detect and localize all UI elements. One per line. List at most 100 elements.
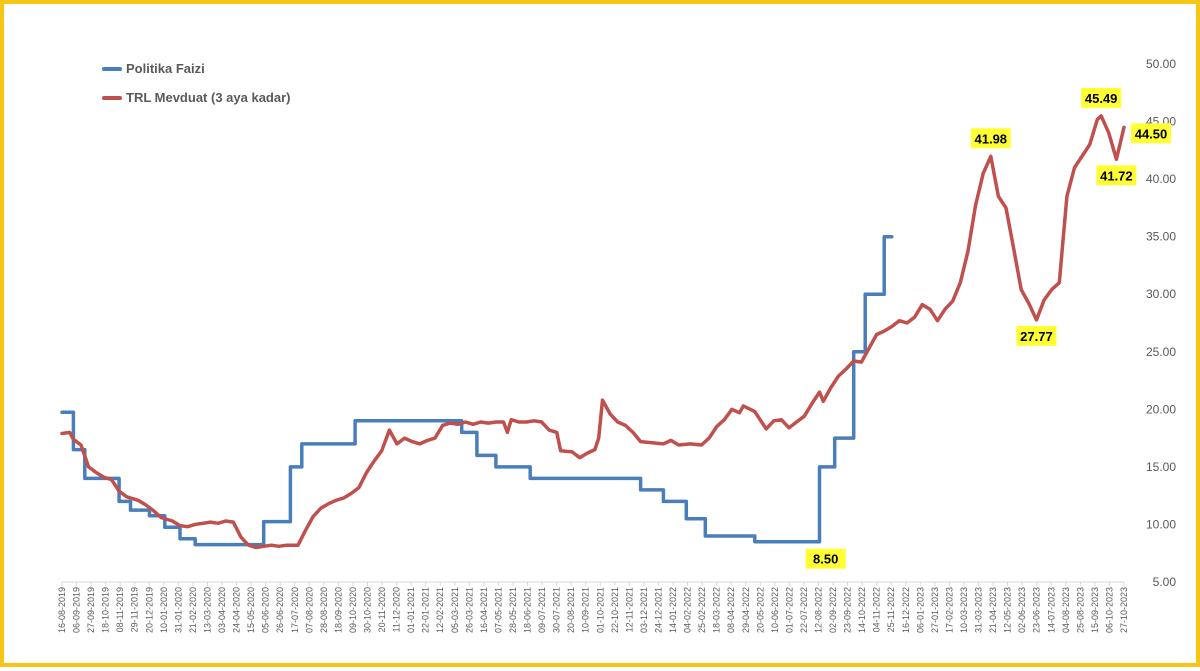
x-tick-label: 06-10-2023 — [1104, 587, 1114, 633]
x-tick-label: 18-03-2022 — [712, 587, 722, 633]
x-tick-label: 25-08-2023 — [1075, 587, 1085, 633]
x-tick-label: 08-11-2019 — [115, 587, 125, 632]
x-tick-label: 18-06-2021 — [523, 587, 533, 633]
x-tick-label: 21-04-2023 — [988, 587, 998, 633]
y-tick-label: 50.00 — [1146, 57, 1176, 71]
x-tick-label: 01-01-2021 — [406, 587, 416, 633]
line-chart: 5.00 10.00 15.00 20.00 25.00 30.00 35.00 40.00 4… — [57, 57, 1177, 633]
x-tick-label: 14-07-2023 — [1046, 587, 1056, 633]
legend-label-politika-faizi: Politika Faizi — [126, 61, 205, 76]
x-tick-label: 31-03-2023 — [974, 587, 984, 633]
y-tick-label: 5.00 — [1153, 575, 1177, 589]
x-tick-label: 10-06-2022 — [770, 587, 780, 633]
y-tick-label: 30.00 — [1146, 287, 1176, 301]
x-tick-label: 21-02-2020 — [188, 587, 198, 633]
x-tick-label: 22-10-2021 — [610, 587, 620, 633]
x-tick-label: 28-05-2021 — [508, 587, 518, 633]
y-tick-label: 40.00 — [1146, 172, 1176, 186]
x-tick-label: 30-07-2021 — [552, 587, 562, 633]
legend-swatch-politika-faizi — [102, 66, 122, 71]
x-tick-label: 26-06-2020 — [275, 587, 285, 633]
x-tick-label: 28-08-2020 — [319, 587, 329, 633]
x-tick-label: 16-04-2021 — [479, 587, 489, 633]
x-tick-label: 03-04-2020 — [217, 587, 227, 633]
data-label: 44.50 — [1135, 126, 1168, 141]
x-tick-label: 03-12-2021 — [639, 587, 649, 633]
x-tick-label: 07-05-2021 — [493, 587, 503, 633]
y-tick-label: 15.00 — [1146, 460, 1176, 474]
x-tick-label: 14-10-2022 — [857, 587, 867, 633]
data-label-box — [1081, 87, 1122, 108]
x-tick-label: 12-02-2021 — [435, 587, 445, 633]
data-label-box — [1016, 325, 1057, 346]
x-tick-label: 06-09-2019 — [72, 587, 82, 633]
x-tick-label: 07-08-2020 — [304, 587, 314, 633]
data-label: 45.49 — [1085, 91, 1118, 106]
x-tick-label: 02-09-2022 — [828, 587, 838, 633]
x-tick-label: 20-11-2020 — [377, 587, 387, 632]
y-tick-label: 25.00 — [1146, 345, 1176, 359]
data-label: 41.72 — [1100, 168, 1133, 183]
x-tick-label: 10-03-2023 — [959, 587, 969, 633]
x-tick-label: 18-10-2019 — [101, 587, 111, 633]
x-tick-label: 30-10-2020 — [363, 587, 373, 633]
x-tick-label: 12-05-2023 — [1003, 587, 1013, 633]
x-tick-label: 22-01-2021 — [421, 587, 431, 633]
x-tick-label: 04-11-2022 — [872, 587, 882, 632]
x-tick-label: 11-12-2020 — [392, 587, 402, 632]
x-tick-label: 20-12-2019 — [144, 587, 154, 633]
legend-label-trl-mevduat: TRL Mevduat (3 aya kadar) — [126, 90, 291, 105]
x-tick-label: 15-05-2020 — [246, 587, 256, 633]
x-tick-label: 10-01-2020 — [159, 587, 169, 633]
x-tick-label: 14-01-2022 — [668, 587, 678, 633]
legend-swatch-trl-mevduat — [102, 95, 122, 100]
data-label-box — [970, 128, 1011, 149]
x-tick-label: 16-08-2019 — [57, 587, 67, 633]
x-tick-label: 26-03-2021 — [464, 587, 474, 633]
x-tick-label: 20-05-2022 — [755, 587, 765, 633]
x-tick-label: 23-09-2022 — [843, 587, 853, 633]
x-tick-label: 29-04-2022 — [741, 587, 751, 633]
x-tick-label: 29-11-2019 — [130, 587, 140, 632]
x-tick-label: 17-07-2020 — [290, 587, 300, 633]
x-tick-label: 12-11-2021 — [624, 587, 634, 632]
series-line-trl-mevduat — [60, 114, 1126, 550]
x-tick-label: 31-01-2020 — [173, 587, 183, 633]
x-tick-label: 10-09-2021 — [581, 587, 591, 633]
x-tick-label: 04-08-2023 — [1061, 587, 1071, 633]
series-line-politika-faizi — [60, 234, 894, 547]
legend-item-trl-mevduat: TRL Mevduat (3 aya kadar) — [102, 83, 290, 112]
x-tick-label: 05-06-2020 — [261, 587, 271, 633]
x-tick-label: 08-04-2022 — [726, 587, 736, 633]
data-label-box — [1131, 123, 1171, 144]
y-tick-label: 20.00 — [1146, 402, 1176, 416]
x-tick-label: 25-02-2022 — [697, 587, 707, 633]
x-tick-label: 16-12-2022 — [901, 587, 911, 633]
x-tick-label: 13-03-2020 — [202, 587, 212, 633]
x-tick-label: 15-09-2023 — [1090, 587, 1100, 633]
x-tick-label: 09-07-2021 — [537, 587, 547, 633]
x-tick-label: 06-01-2023 — [915, 587, 925, 633]
data-label-box — [805, 548, 846, 569]
x-tick-label: 04-02-2022 — [683, 587, 693, 633]
x-tick-label: 01-07-2022 — [784, 587, 794, 633]
x-tick-label: 17-02-2023 — [944, 587, 954, 633]
x-tick-label: 24-12-2021 — [653, 587, 663, 633]
x-tick-label: 25-11-2022 — [886, 587, 896, 632]
data-label: 27.77 — [1020, 329, 1053, 344]
x-tick-label: 27-09-2019 — [86, 587, 96, 633]
x-tick-label: 23-06-2023 — [1032, 587, 1042, 633]
x-tick-label: 12-08-2022 — [813, 587, 823, 633]
x-tick-label: 02-06-2023 — [1017, 587, 1027, 633]
data-label: 8.50 — [813, 552, 838, 567]
x-tick-label: 20-08-2021 — [566, 587, 576, 633]
y-tick-label: 10.00 — [1146, 517, 1176, 531]
x-tick-label: 09-10-2020 — [348, 587, 358, 633]
x-tick-label: 22-07-2022 — [799, 587, 809, 633]
data-label-box — [1096, 165, 1137, 186]
data-label: 41.98 — [975, 131, 1008, 146]
x-tick-label: 05-03-2021 — [450, 587, 460, 633]
x-tick-label: 18-09-2020 — [333, 587, 343, 633]
x-tick-label: 27-01-2023 — [930, 587, 940, 633]
